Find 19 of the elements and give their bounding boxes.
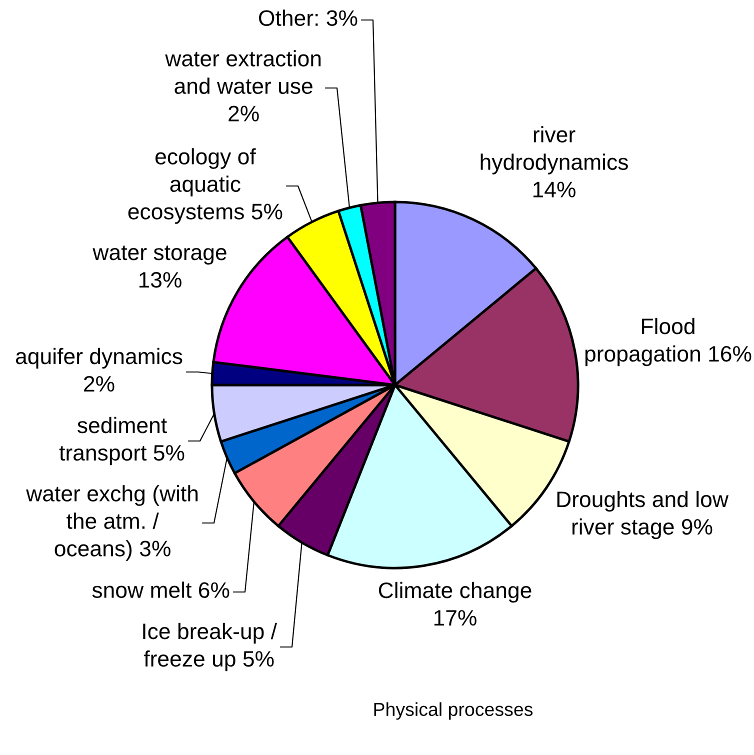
slice-label: aquifer dynamics: [16, 348, 182, 369]
data-label: 2%: [228, 106, 259, 122]
slice-label: snow melt 6%: [92, 582, 230, 598]
slice-label: river hydrodynamics: [480, 126, 628, 174]
slice-label: ecology of aquatic ecosystems 5%: [128, 148, 282, 224]
slice-label: water exchg (with the atm. / oceans) 3%: [26, 485, 198, 561]
slice-label: Ice break-up / freeze up 5%: [143, 622, 278, 672]
slice-label: sediment transport 5%: [59, 416, 184, 466]
slice-label: water storage: [92, 246, 226, 265]
data-label: 13%: [139, 272, 182, 288]
text: Physical processes: [374, 702, 533, 720]
data-label: 2%: [84, 376, 114, 392]
slice-label: Flood propagation 16%: [585, 318, 752, 366]
slice-label: Other: 3%: [259, 10, 358, 26]
slice-label: water extraction and water use: [165, 50, 321, 94]
data-label: 14%: [533, 182, 576, 198]
data-label: 17%: [434, 610, 476, 626]
slice-label: Droughts and low river stage 9%: [557, 490, 729, 540]
slice-label: Climate change: [378, 582, 532, 603]
